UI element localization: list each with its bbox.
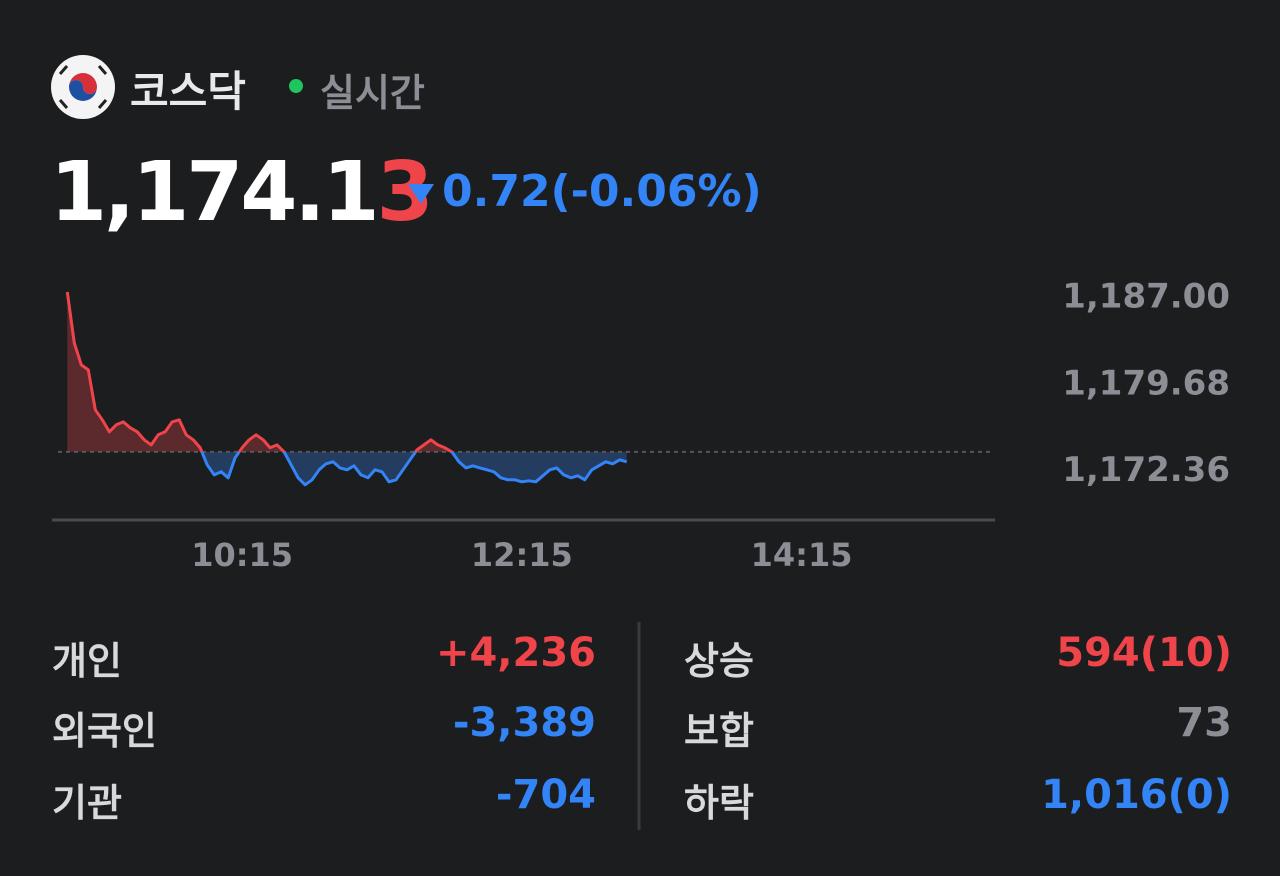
x-tick-label: 14:15 — [751, 536, 853, 574]
flag-icon — [51, 55, 115, 119]
price-main: 1,174.1 — [50, 145, 380, 240]
investors-label: 기관 — [52, 781, 122, 825]
breadth-value: 594(10) — [1056, 630, 1232, 676]
y-tick-label: 1,172.36 — [1062, 450, 1230, 490]
price-line — [65, 291, 628, 487]
breadth-value: 73 — [1176, 700, 1232, 746]
breadth-label: 보합 — [684, 709, 754, 753]
chart: 1,172.36 1,179.68 1,187.00 10:15 12:15 14:15 — [52, 277, 1230, 574]
price-change: 0.72(-0.06%) — [442, 166, 762, 217]
y-tick-label: 1,179.68 — [1062, 363, 1230, 403]
investors-value: -3,389 — [452, 700, 596, 746]
x-tick-label: 10:15 — [191, 536, 293, 574]
breadth-value: 1,016(0) — [1041, 772, 1232, 818]
divider — [637, 622, 641, 830]
breadth-label: 하락 — [684, 781, 754, 825]
breadth-label: 상승 — [684, 639, 754, 683]
y-tick-label: 1,187.00 — [1062, 277, 1230, 317]
x-tick-label: 12:15 — [471, 536, 573, 574]
investors-value: -704 — [495, 772, 596, 818]
investors-value: +4,236 — [435, 630, 596, 676]
down-arrow — [408, 184, 434, 204]
investors-label: 외국인 — [52, 709, 157, 753]
investors-label: 개인 — [52, 639, 122, 683]
live-status: 실시간 — [320, 71, 425, 115]
live-dot — [289, 79, 303, 93]
area-fill — [67, 292, 627, 485]
market-name: 코스닥 — [130, 67, 246, 116]
